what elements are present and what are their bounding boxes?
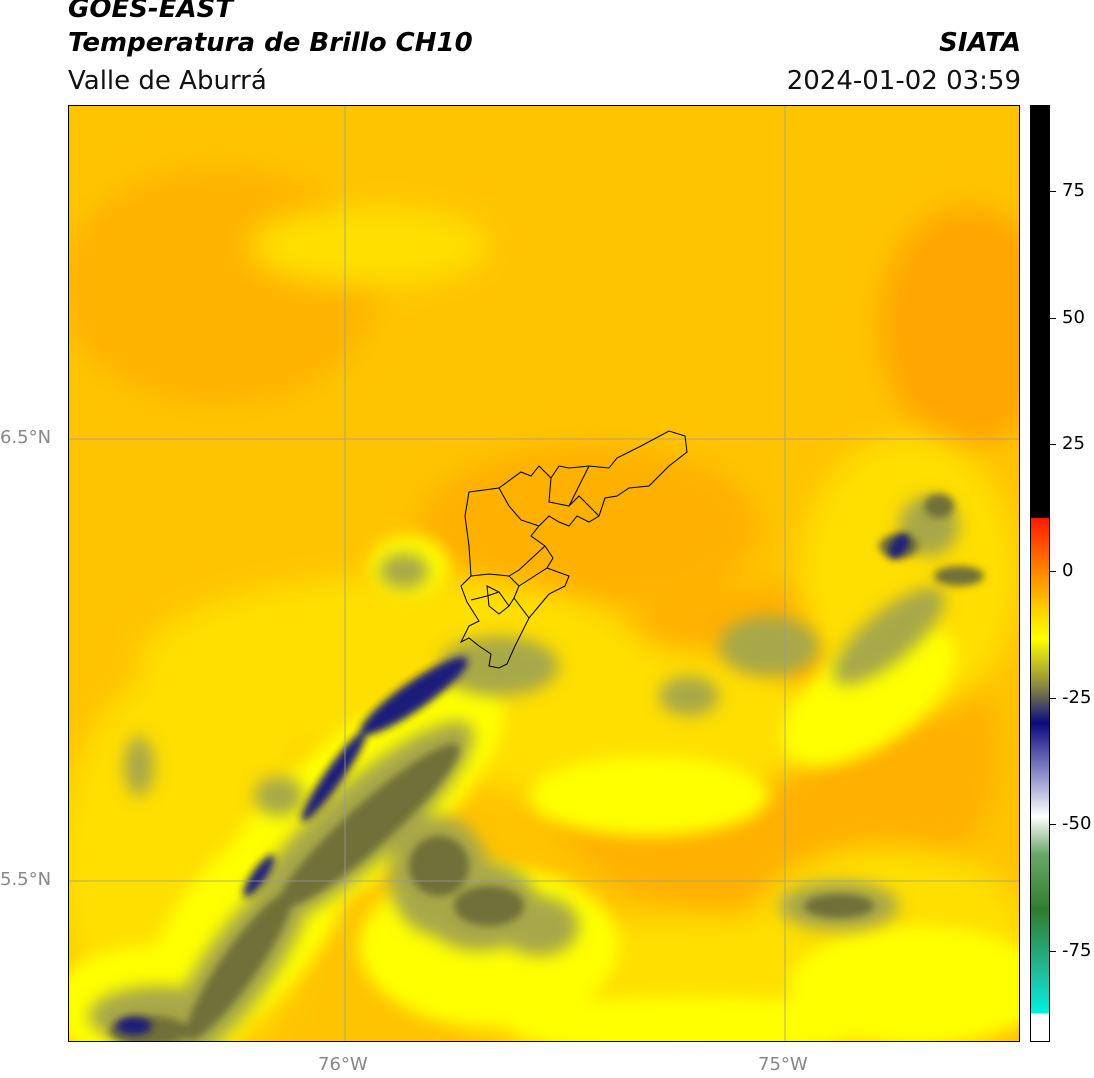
colorbar-tick — [1050, 824, 1056, 826]
lon-label-75W: 75°W — [758, 1054, 808, 1075]
region-subtitle: Valle de Aburrá — [68, 66, 267, 96]
agency-label: SIATA — [939, 28, 1021, 58]
colorbar-tick-label: -50 — [1062, 813, 1092, 835]
colorbar-tick — [1050, 697, 1056, 699]
colorbar-tick-label: -25 — [1062, 686, 1092, 708]
datetime-label: 2024-01-02 03:59 — [786, 66, 1021, 96]
aburra-valley-boundaries — [459, 430, 688, 669]
coldest-cloud-cores — [116, 533, 910, 1035]
colorbar-tick — [1050, 444, 1056, 446]
colorbar-gradient — [1031, 106, 1049, 1041]
product-title: Temperatura de Brillo CH10 — [68, 28, 473, 58]
colorbar-tick — [1050, 317, 1056, 319]
colorbar-tick-label: 50 — [1062, 306, 1085, 328]
lat-label-5-5N: 5.5°N — [0, 869, 52, 890]
colorbar-tick — [1050, 570, 1056, 572]
colorbar-tick — [1050, 191, 1056, 193]
colorbar-tick-label: 0 — [1062, 559, 1074, 581]
lon-label-76W: 76°W — [318, 1054, 368, 1075]
map-raster — [69, 106, 1019, 1041]
colorbar-tick-label: 75 — [1062, 180, 1085, 202]
colorbar-tick — [1050, 950, 1056, 952]
satellite-title: GOES-EAST — [68, 0, 234, 24]
colorbar-tick-label: 25 — [1062, 433, 1085, 455]
colorbar — [1030, 105, 1050, 1042]
graticule — [69, 106, 1019, 1041]
colorbar-tick-label: -75 — [1062, 939, 1092, 961]
brightness-temperature-map — [68, 105, 1020, 1042]
lat-label-6-5N: 6.5°N — [0, 427, 52, 448]
